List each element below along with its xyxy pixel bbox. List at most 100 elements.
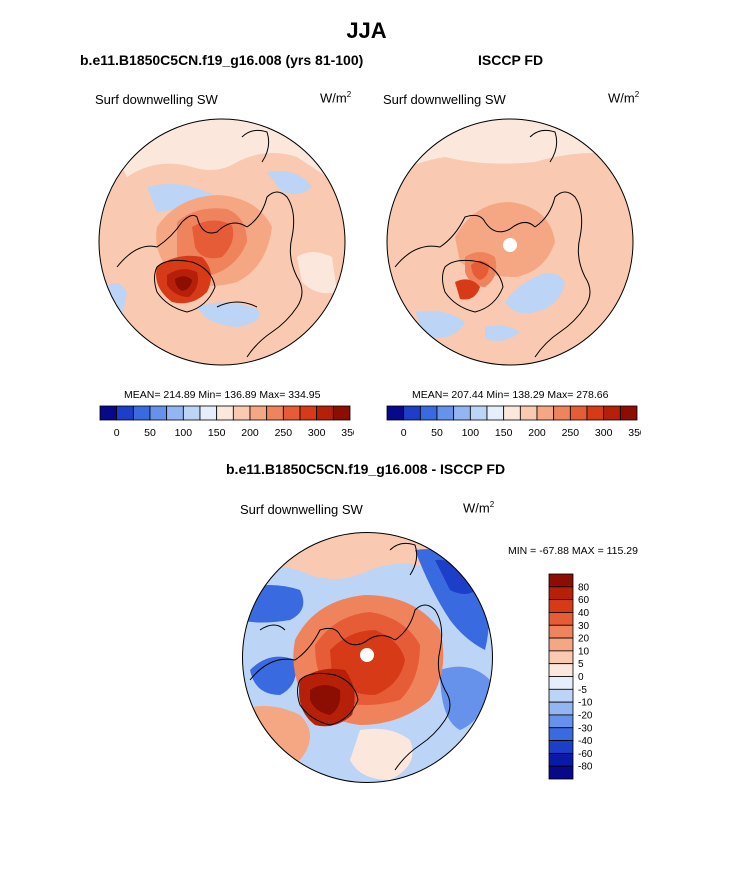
obs-coastlines: [394, 129, 591, 358]
colorbar-box: [99, 405, 118, 421]
diff-map-field-high: [310, 685, 341, 715]
colorbar-box: [166, 405, 184, 421]
colorbar-tick-label: -40: [578, 736, 593, 747]
colorbar-tick-label: 50: [431, 427, 443, 439]
colorbar-box: [232, 405, 251, 421]
colorbar-tick-label: 0: [114, 427, 120, 439]
model-panel-title: b.e11.B1850C5CN.f19_g16.008 (yrs 81-100): [80, 52, 364, 68]
colorbar-box: [548, 650, 574, 665]
colorbar-box: [548, 752, 574, 767]
model-map-field-high: [175, 276, 192, 291]
colorbar-tick-label: 50: [144, 427, 156, 439]
obs-map-border: [386, 118, 634, 366]
diff-map-field-low: [440, 666, 490, 730]
colorbar-box: [553, 405, 571, 421]
colorbar-box: [548, 701, 574, 716]
colorbar-box: [586, 405, 605, 421]
colorbar-box: [548, 676, 574, 690]
model-map-field-high: [192, 220, 234, 259]
colorbar-box: [386, 405, 405, 421]
main-title: JJA: [346, 18, 387, 43]
obs-polar-map: [386, 118, 634, 366]
diff-variable-label: Surf downwelling SW: [240, 502, 363, 517]
colorbar-box: [548, 727, 574, 741]
colorbar-tick-label: -30: [578, 723, 593, 734]
obs-stats: MEAN= 207.44 Min= 138.29 Max= 278.66: [412, 389, 609, 401]
colorbar-box: [216, 405, 234, 421]
model-polar-map: [98, 118, 346, 366]
diff-coastlines: [249, 542, 451, 771]
colorbar-box: [569, 405, 588, 421]
colorbar-box: [199, 405, 218, 421]
diff-polar-hole: [360, 648, 374, 662]
colorbar-tick-label: -20: [578, 710, 593, 721]
colorbar-tick-label: 200: [241, 427, 259, 439]
colorbar-tick-label: 60: [578, 595, 590, 606]
colorbar-box: [249, 405, 268, 421]
obs-variable-label: Surf downwelling SW: [383, 92, 506, 107]
diff-map-field-low: [250, 656, 296, 695]
model-map-field-high: [297, 252, 337, 294]
model-variable-label: Surf downwelling SW: [95, 92, 218, 107]
colorbar-box: [182, 405, 201, 421]
colorbar-tick-label: 300: [308, 427, 326, 439]
colorbar-tick-label: 40: [578, 608, 590, 619]
colorbar-tick-label: 5: [578, 659, 584, 670]
colorbar-box: [332, 405, 351, 421]
colorbar-box: [469, 405, 488, 421]
model-map-field-low: [267, 171, 312, 194]
colorbar-tick-label: 350: [628, 427, 641, 439]
colorbar-box: [316, 405, 334, 421]
obs-map-field-high: [471, 261, 489, 280]
diff-map-field-low: [435, 559, 480, 594]
model-units-label: W/m2: [320, 90, 352, 106]
model-map-field-low: [197, 302, 260, 327]
colorbar-box: [486, 405, 505, 421]
obs-map-field-low: [505, 273, 565, 314]
colorbar-box: [519, 405, 538, 421]
colorbar-tick-label: 20: [578, 634, 590, 645]
colorbar-tick-label: 10: [578, 646, 590, 657]
colorbar-tick-label: 150: [495, 427, 513, 439]
colorbar-tick-label: 300: [595, 427, 613, 439]
diff-polar-map: [242, 532, 493, 783]
diff-map-border: [242, 532, 493, 783]
colorbar-box: [282, 405, 301, 421]
colorbar-box: [548, 624, 574, 639]
colorbar-tick-label: -80: [578, 762, 593, 773]
colorbar-box: [132, 405, 151, 421]
diff-stats: MIN = -67.88 MAX = 115.29: [508, 545, 638, 557]
colorbar-tick-label: 0: [401, 427, 407, 439]
obs-map-field-low: [485, 325, 520, 341]
colorbar-tick-label: -5: [578, 685, 587, 696]
obs-colorbar: 0 50 100 150 200 250 300 350: [386, 405, 641, 439]
colorbar-box: [548, 740, 574, 754]
colorbar-box: [548, 586, 574, 601]
colorbar-box: [548, 765, 574, 780]
colorbar-box: [548, 637, 574, 652]
model-colorbar: 0 50 100 150 200 250 300 350: [99, 405, 354, 439]
colorbar-box: [548, 714, 574, 729]
colorbar-box: [548, 573, 574, 588]
obs-panel-title: ISCCP FD: [478, 52, 544, 68]
colorbar-tick-label: 200: [528, 427, 546, 439]
colorbar-box: [548, 688, 574, 703]
colorbar-tick-label: 0: [578, 672, 584, 683]
obs-map-field-low: [415, 310, 465, 338]
colorbar-box: [603, 405, 621, 421]
colorbar-box: [419, 405, 438, 421]
colorbar-box: [299, 405, 318, 421]
colorbar-box: [536, 405, 555, 421]
model-coastlines: [116, 129, 303, 358]
colorbar-box: [436, 405, 455, 421]
diff-units-label: W/m2: [463, 500, 495, 516]
obs-polar-hole: [503, 238, 517, 252]
colorbar-tick-label: -60: [578, 749, 593, 760]
obs-map-field-high: [455, 279, 480, 300]
colorbar-tick-label: 250: [562, 427, 580, 439]
colorbar-tick-label: 100: [175, 427, 193, 439]
colorbar-box: [548, 612, 574, 626]
colorbar-box: [453, 405, 471, 421]
colorbar-box: [548, 663, 574, 677]
